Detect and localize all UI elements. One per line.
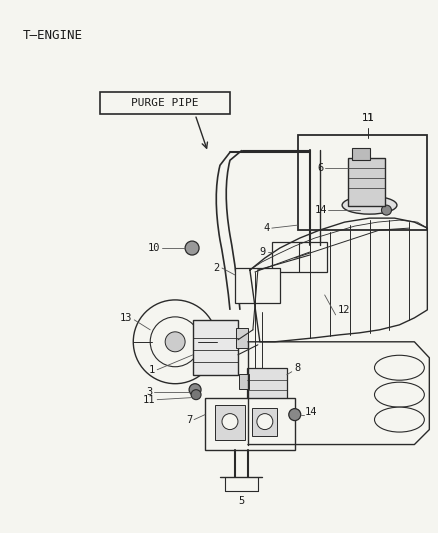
Ellipse shape bbox=[374, 407, 424, 432]
Text: 11: 11 bbox=[361, 114, 374, 123]
Bar bbox=[348, 158, 385, 206]
Bar bbox=[235, 268, 280, 303]
Text: 10: 10 bbox=[148, 243, 160, 253]
Ellipse shape bbox=[374, 382, 424, 407]
Text: 9: 9 bbox=[260, 247, 266, 257]
Bar bbox=[215, 405, 245, 440]
Bar bbox=[100, 92, 230, 115]
Bar bbox=[352, 148, 370, 160]
Text: 11: 11 bbox=[143, 394, 155, 405]
Circle shape bbox=[289, 409, 301, 421]
Ellipse shape bbox=[342, 196, 397, 214]
Circle shape bbox=[185, 241, 199, 255]
Bar bbox=[247, 368, 287, 402]
Circle shape bbox=[189, 384, 201, 395]
Circle shape bbox=[165, 332, 185, 352]
Text: 3: 3 bbox=[146, 386, 152, 397]
Text: 13: 13 bbox=[120, 313, 132, 323]
Circle shape bbox=[222, 414, 238, 430]
Text: 5: 5 bbox=[239, 496, 245, 506]
Circle shape bbox=[363, 138, 372, 147]
Text: 11: 11 bbox=[361, 114, 374, 123]
Text: PURGE PIPE: PURGE PIPE bbox=[131, 99, 199, 108]
Bar bbox=[193, 320, 238, 375]
Bar bbox=[239, 374, 249, 389]
Bar bbox=[205, 398, 295, 449]
Text: 7: 7 bbox=[186, 415, 192, 425]
Circle shape bbox=[191, 390, 201, 400]
Text: 6: 6 bbox=[318, 163, 324, 173]
Text: T–ENGINE: T–ENGINE bbox=[23, 29, 83, 42]
Text: 14: 14 bbox=[314, 205, 327, 215]
Text: 4: 4 bbox=[264, 223, 270, 233]
Ellipse shape bbox=[374, 356, 424, 380]
Text: 14: 14 bbox=[305, 407, 317, 417]
Bar bbox=[236, 328, 248, 348]
Bar bbox=[298, 135, 427, 230]
Text: 12: 12 bbox=[338, 305, 350, 315]
Bar bbox=[252, 408, 277, 435]
Text: 8: 8 bbox=[295, 363, 301, 373]
Text: 2: 2 bbox=[214, 263, 220, 273]
Circle shape bbox=[381, 205, 392, 215]
Circle shape bbox=[257, 414, 273, 430]
Bar bbox=[272, 242, 327, 272]
Text: 1: 1 bbox=[149, 365, 155, 375]
